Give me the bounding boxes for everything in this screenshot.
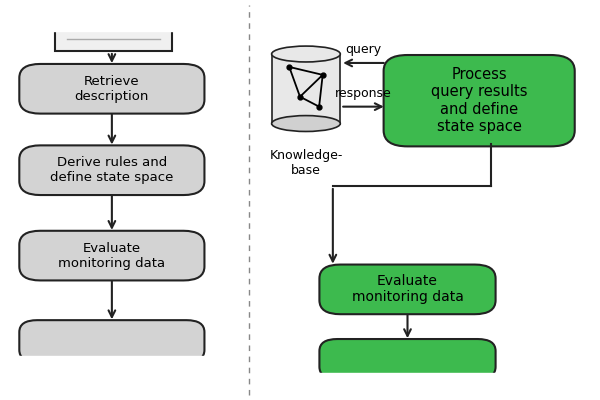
FancyBboxPatch shape xyxy=(19,320,205,362)
Text: Process
query results
and define
state space: Process query results and define state s… xyxy=(431,67,527,134)
Text: query: query xyxy=(346,43,382,56)
Text: response: response xyxy=(335,86,392,100)
FancyBboxPatch shape xyxy=(383,55,575,146)
Bar xyxy=(319,373,496,399)
Text: Evaluate
monitoring data: Evaluate monitoring data xyxy=(58,242,166,270)
Text: Evaluate
monitoring data: Evaluate monitoring data xyxy=(352,274,463,304)
FancyBboxPatch shape xyxy=(19,231,205,280)
Text: Derive rules and
define state space: Derive rules and define state space xyxy=(50,156,173,184)
Bar xyxy=(52,0,175,31)
Ellipse shape xyxy=(272,116,340,132)
FancyBboxPatch shape xyxy=(19,64,205,114)
Text: Retrieve
description: Retrieve description xyxy=(74,75,149,103)
FancyBboxPatch shape xyxy=(319,339,496,379)
FancyBboxPatch shape xyxy=(319,264,496,314)
FancyBboxPatch shape xyxy=(19,145,205,195)
Bar xyxy=(19,356,205,399)
Ellipse shape xyxy=(272,46,340,62)
Bar xyxy=(55,17,172,51)
Bar xyxy=(272,54,340,124)
Text: Knowledge-
base: Knowledge- base xyxy=(269,149,343,177)
